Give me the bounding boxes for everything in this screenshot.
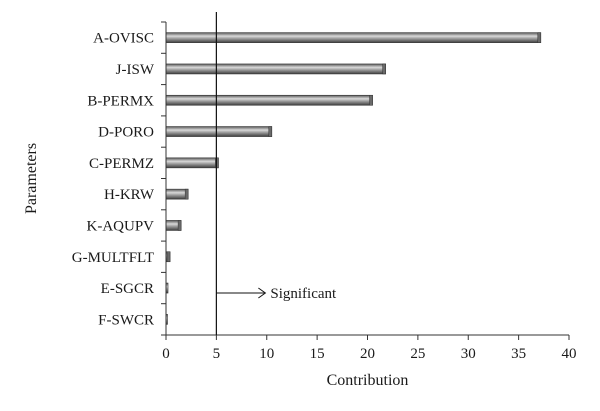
axes-group xyxy=(161,21,570,340)
bar-cap-j-isw xyxy=(382,63,386,75)
category-label: A-OVISC xyxy=(93,31,154,47)
bar-b-permx xyxy=(165,94,373,106)
labels-group: A-OVISC J-ISW B-PERMX D-PORO C-PERMZ H-KRW K-A… xyxy=(72,31,577,362)
x-tick-label: 0 xyxy=(162,346,170,362)
x-tick-label: 35 xyxy=(511,346,526,362)
annotation-label: Significant xyxy=(270,286,337,302)
y-axis-title: Parameters xyxy=(23,143,40,214)
category-label: K-AQUPV xyxy=(87,218,155,234)
bar-cap-h-krw xyxy=(184,188,189,200)
category-label: D-PORO xyxy=(98,125,154,141)
bar-d-poro xyxy=(165,126,273,137)
bar-cap-k-aqupv xyxy=(177,220,182,231)
category-label: E-SGCR xyxy=(101,281,154,297)
annotation-arrow-head xyxy=(258,287,267,299)
x-tick-label: 20 xyxy=(360,346,375,362)
category-label: B-PERMX xyxy=(87,93,154,109)
bar-cap-b-permx xyxy=(369,95,373,106)
category-label: J-ISW xyxy=(116,62,155,78)
bar-a-ovisc xyxy=(165,32,542,43)
x-tick-label: 10 xyxy=(259,346,274,362)
bar-cap-a-ovisc xyxy=(537,32,542,43)
bar-j-isw xyxy=(165,63,386,75)
category-label: F-SWCR xyxy=(98,312,154,328)
x-tick-label: 25 xyxy=(410,346,425,362)
x-tick-label: 5 xyxy=(213,346,221,362)
bar-cap-d-poro xyxy=(268,126,273,137)
x-tick-label: 30 xyxy=(461,346,476,362)
significant-annotation: Significant xyxy=(216,286,337,302)
bar-c-permz xyxy=(165,157,219,169)
bar-h-krw xyxy=(165,188,189,200)
bar-cap-g-multflt xyxy=(166,251,171,262)
x-tick-label: 40 xyxy=(562,346,577,362)
category-label: G-MULTFLT xyxy=(72,250,154,266)
bars-group xyxy=(165,32,542,325)
category-label: H-KRW xyxy=(104,187,155,203)
category-label: C-PERMZ xyxy=(89,156,154,172)
x-tick-label: 15 xyxy=(310,346,325,362)
x-axis-title: Contribution xyxy=(327,372,409,389)
